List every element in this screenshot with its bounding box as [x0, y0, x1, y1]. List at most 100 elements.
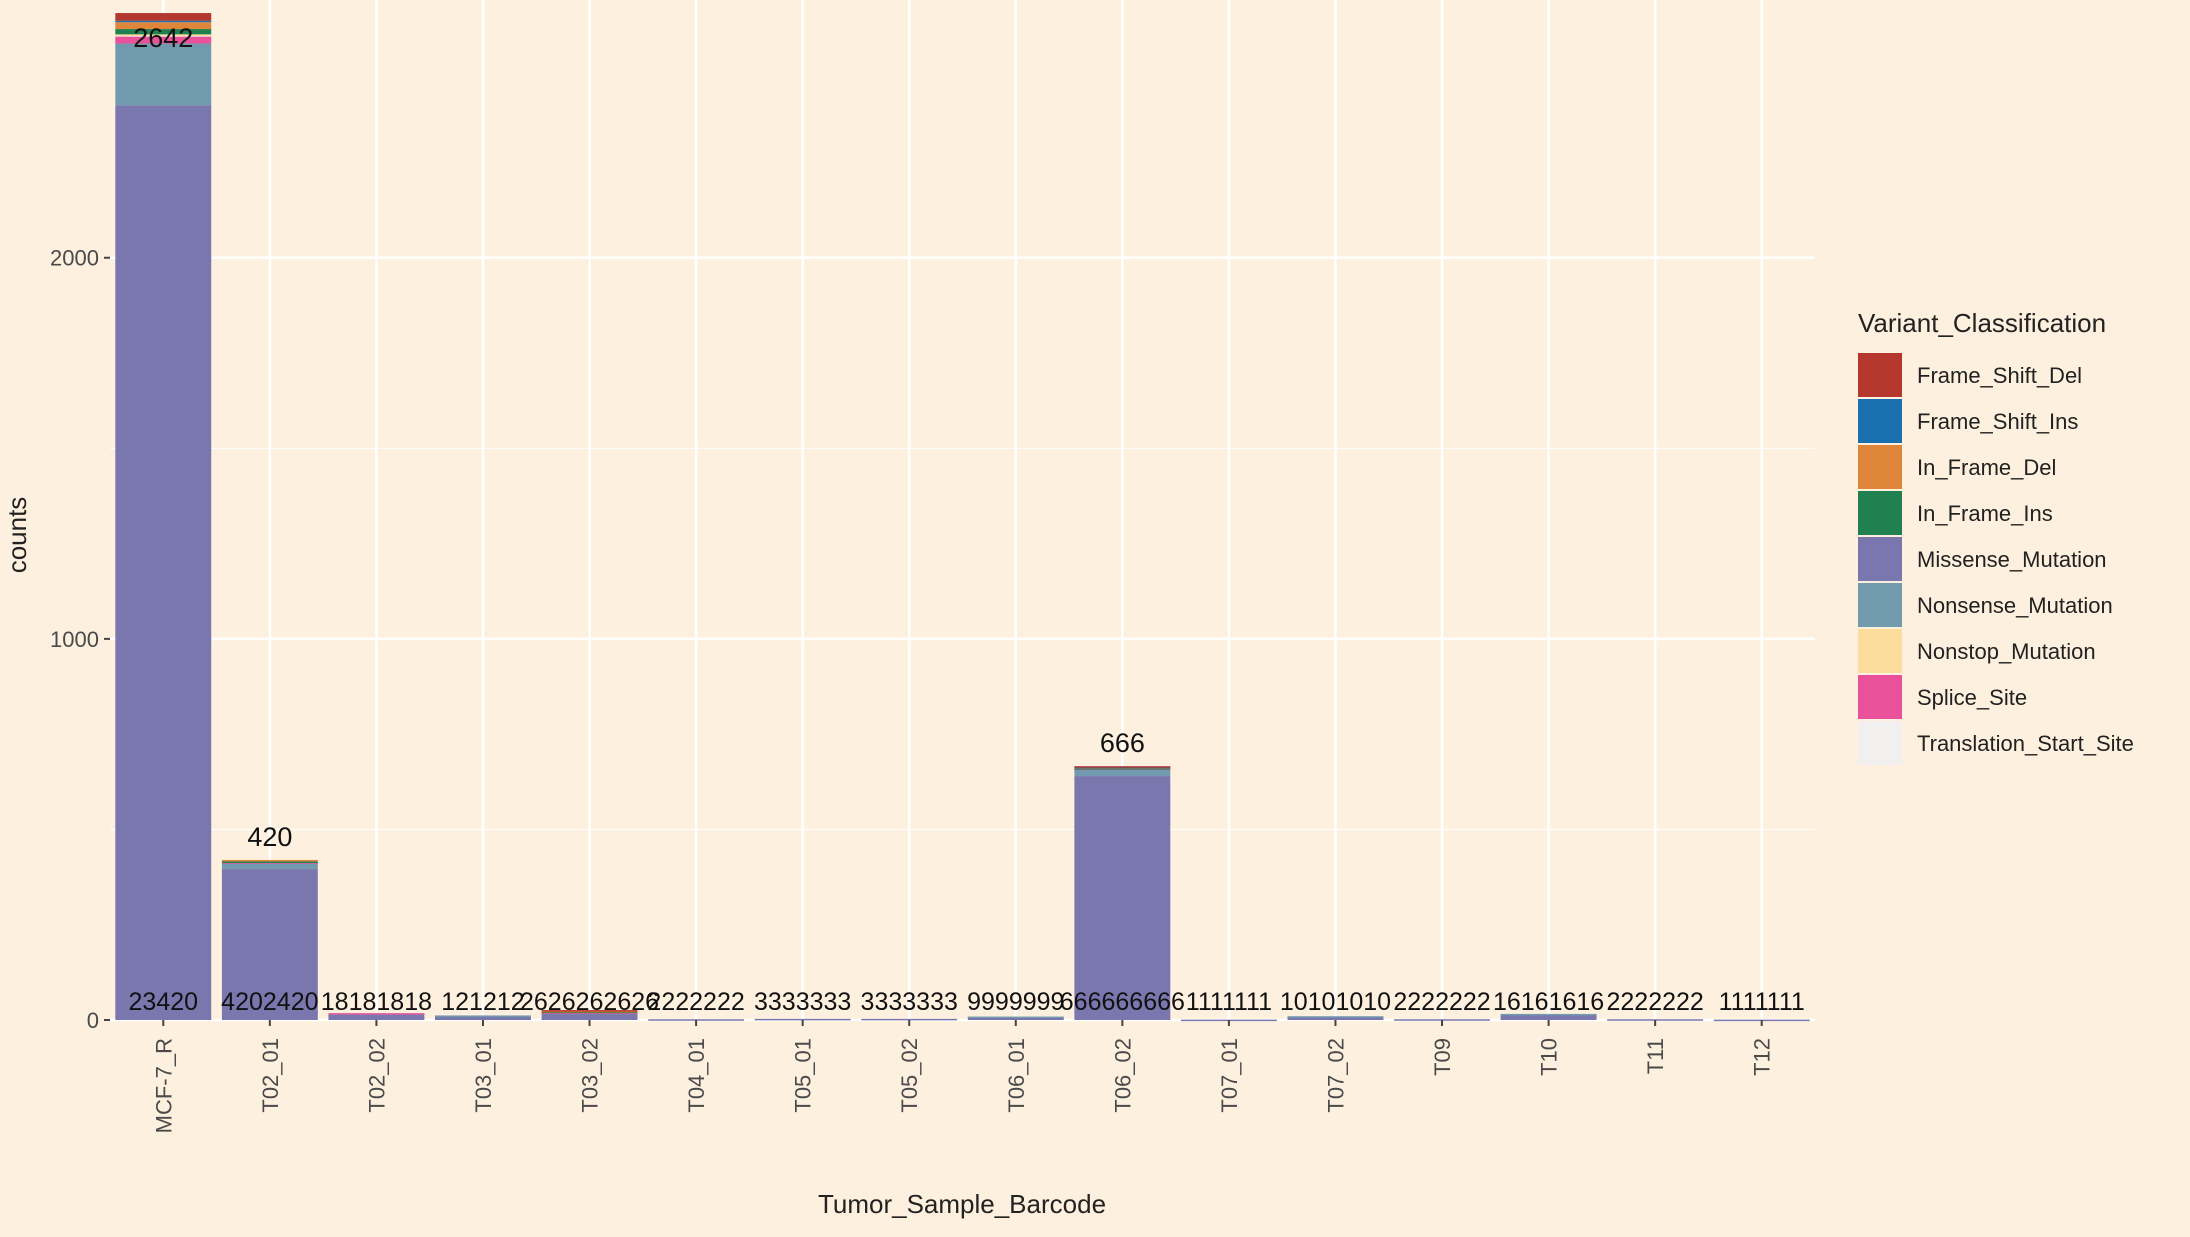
segment-count-label: 4202420	[221, 988, 318, 1016]
legend-swatch-nonstop-mutation	[1858, 629, 1902, 673]
segment-count-label: 3333333	[861, 988, 958, 1016]
x-tick-label: T05_01	[791, 1038, 816, 1113]
bar-segment-in-frame-ins	[115, 29, 212, 35]
bars	[115, 13, 1810, 1022]
bar-segment-missense-mutation	[861, 1018, 958, 1021]
bar-segment-nonsense-mutation	[1074, 769, 1171, 777]
y-axis: 0 1000 2000	[50, 246, 110, 1033]
x-tick-label: T03_01	[471, 1038, 496, 1113]
legend-label: Splice_Site	[1917, 685, 2027, 710]
bar-segment-frame-shift-ins	[115, 20, 212, 23]
bar-segment-splice-site	[221, 862, 318, 864]
bar-segment-in-frame-del	[221, 859, 318, 862]
bar-segment-nonsense-mutation	[967, 1016, 1064, 1019]
x-tick-label: T03_02	[578, 1038, 603, 1113]
legend-swatch-in-frame-ins	[1858, 491, 1902, 535]
bar-segment-in-frame-ins	[221, 861, 318, 863]
segment-labels: 23420 4202420 18181818 12121226262626262222…	[129, 988, 1805, 1016]
bar-segment-frame-shift-del	[1074, 766, 1171, 768]
segment-count-label: 2222222	[1606, 988, 1703, 1016]
segment-count-label: 1111111	[1186, 988, 1272, 1016]
x-tick-label: T12	[1750, 1038, 1775, 1076]
bar-segment-frame-shift-del	[541, 1010, 638, 1012]
legend-swatch-splice-site	[1858, 675, 1902, 719]
legend-label: In_Frame_Del	[1917, 455, 2056, 480]
legend-label: In_Frame_Ins	[1917, 501, 2053, 526]
segment-count-label: 1111111	[1719, 988, 1805, 1016]
bar-segment-missense-mutation	[754, 1018, 851, 1021]
x-tick-label: T09	[1430, 1038, 1455, 1076]
bar-segment-in-frame-del	[541, 1010, 638, 1013]
bar-segment-in-frame-ins	[1074, 768, 1171, 770]
x-tick-label: T05_02	[897, 1038, 922, 1113]
x-tick-label: T07_01	[1217, 1038, 1242, 1113]
bar-segment-missense-mutation	[328, 1014, 425, 1020]
bar-segment-splice-site	[115, 35, 212, 44]
bar-segment-nonsense-mutation	[221, 862, 318, 870]
x-tick-label: T02_02	[364, 1038, 389, 1113]
segment-count-label: 10101010	[1280, 988, 1391, 1016]
bar-segment-missense-mutation	[115, 105, 212, 1020]
bar-segment-in-frame-ins	[541, 1011, 638, 1014]
segment-count-label: 666666666	[1060, 988, 1185, 1016]
x-tick-label: T02_01	[258, 1038, 283, 1113]
segment-count-label: 121212	[441, 988, 524, 1016]
bar-total-label: 2642	[133, 23, 193, 53]
x-tick-label: T10	[1537, 1038, 1562, 1076]
total-labels: 2642 420 666	[133, 23, 1145, 852]
x-tick-label: T07_02	[1323, 1038, 1348, 1113]
bar-total-label: 420	[247, 822, 292, 852]
bar-segment-missense-mutation	[1287, 1016, 1384, 1020]
bar-segment-frame-shift-ins	[1074, 766, 1171, 769]
y-tick-label: 0	[87, 1008, 99, 1033]
segment-count-label: 9999999	[967, 988, 1064, 1016]
segment-count-label: 23420	[129, 988, 199, 1016]
x-axis: MCF-7_R T02_01 T02_02 T03_01 T03_02 T04_01 T05…	[151, 1020, 1775, 1133]
bar-segment-frame-shift-del	[115, 13, 212, 21]
y-tick-label: 2000	[50, 246, 99, 271]
legend-swatch-in-frame-del	[1858, 445, 1902, 489]
bar-segment-missense-mutation	[1500, 1014, 1597, 1020]
segment-count-label: 2626262626	[520, 988, 659, 1016]
x-tick-label: T04_01	[684, 1038, 709, 1113]
bar-segment-missense-mutation	[435, 1016, 531, 1020]
bar-segment-nonsense-mutation	[1500, 1013, 1597, 1016]
bar-segment-nonsense-mutation	[435, 1015, 531, 1017]
bar-segment-in-frame-del	[115, 22, 212, 30]
bar-segment-missense-mutation	[967, 1017, 1064, 1020]
y-tick-label: 1000	[50, 627, 99, 652]
bar-segment-missense-mutation	[1394, 1019, 1490, 1021]
bar-segment-missense-mutation	[648, 1019, 745, 1021]
legend-swatch-missense-mutation	[1858, 537, 1902, 581]
bar-segment-splice-site	[328, 1013, 425, 1015]
bar-total-label: 666	[1100, 728, 1145, 758]
bar-segment-translation-start-site	[115, 35, 212, 37]
bar-segment-missense-mutation	[541, 1013, 638, 1020]
legend-label: Frame_Shift_Del	[1917, 363, 2082, 388]
segment-count-label: 16161616	[1493, 988, 1604, 1016]
x-axis-title: Tumor_Sample_Barcode	[818, 1189, 1106, 1219]
bar-segment-missense-mutation	[221, 869, 318, 1020]
bar-segment-nonstop-mutation	[115, 34, 212, 36]
bar-segment-nonsense-mutation	[115, 43, 212, 106]
legend-swatch-frame-shift-ins	[1858, 399, 1902, 443]
legend-label: Nonstop_Mutation	[1917, 639, 2096, 664]
legend-label: Missense_Mutation	[1917, 547, 2107, 572]
segment-count-label: 2222222	[647, 988, 744, 1016]
legend-label: Translation_Start_Site	[1917, 731, 2134, 756]
legend-swatch-translation-start-site	[1858, 721, 1902, 765]
legend-label: Nonsense_Mutation	[1917, 593, 2113, 618]
segment-count-label: 3333333	[754, 988, 851, 1016]
bar-segment-splice-site	[541, 1012, 638, 1014]
x-tick-label: T11	[1643, 1038, 1668, 1074]
x-tick-label: T06_02	[1110, 1038, 1135, 1113]
bar-segment-missense-mutation	[1074, 776, 1171, 1020]
grid	[110, 0, 1815, 1022]
legend-swatch-frame-shift-del	[1858, 353, 1902, 397]
legend-swatch-nonsense-mutation	[1858, 583, 1902, 627]
bar-segment-missense-mutation	[1607, 1019, 1704, 1021]
segment-count-label: 2222222	[1393, 988, 1490, 1016]
